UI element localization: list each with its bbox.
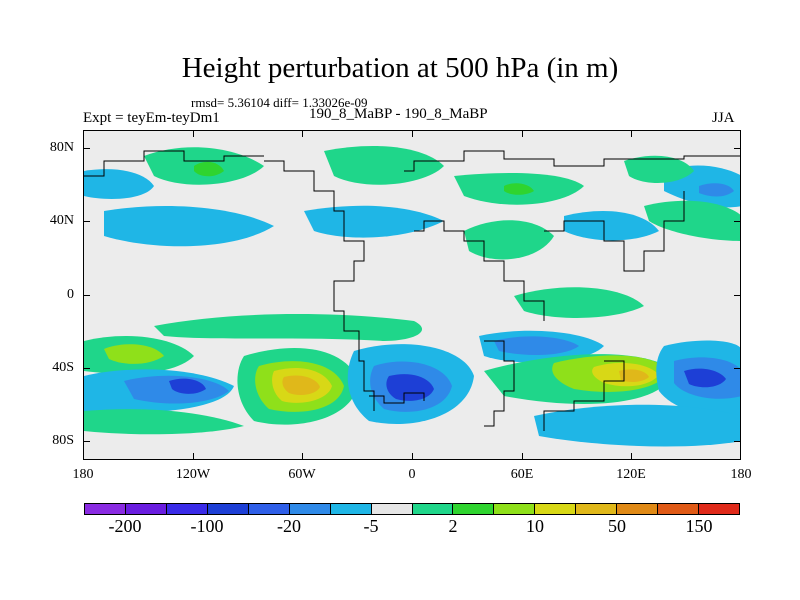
lon-tick xyxy=(522,453,523,460)
colorbar-swatch xyxy=(289,504,331,514)
experiment-label: Expt = teyEm-teyDm1 xyxy=(83,110,220,126)
contour-fill xyxy=(504,183,534,195)
contour-fill xyxy=(154,314,423,341)
contour-fill xyxy=(282,375,320,395)
lon-tick-label: 180 xyxy=(730,467,752,482)
plot-title: Height perturbation at 500 hPa (in m) xyxy=(181,52,619,84)
colorbar-swatch xyxy=(85,504,126,514)
colorbar-swatch xyxy=(330,504,372,514)
coastline xyxy=(544,191,685,272)
lon-tick xyxy=(302,130,303,137)
colorbar-swatch xyxy=(658,504,700,514)
lat-tick-label: 80N xyxy=(49,140,74,155)
contour-fill xyxy=(564,211,659,241)
contour-fill xyxy=(169,378,206,394)
contour-fill xyxy=(464,220,554,260)
contour-fill xyxy=(104,344,164,364)
contour-fill xyxy=(624,155,694,183)
contour-fill xyxy=(104,206,274,247)
colorbar-swatch xyxy=(125,504,167,514)
coastline xyxy=(264,160,375,411)
colorbar-label: -200 xyxy=(108,516,142,536)
lon-tick-label: 120E xyxy=(616,467,646,482)
colorbar-swatch xyxy=(207,504,249,514)
lat-tick xyxy=(83,148,90,149)
map-panel xyxy=(83,130,741,460)
colorbar-swatch xyxy=(453,504,495,514)
season-label: JJA xyxy=(712,110,735,126)
lon-tick-label: 60E xyxy=(510,467,534,482)
lat-tick-label: 40N xyxy=(49,213,74,228)
contour-fill xyxy=(84,169,154,199)
contour-fill xyxy=(534,404,740,447)
contour-fill xyxy=(324,146,444,185)
coastline xyxy=(543,360,625,431)
contour-fill xyxy=(684,368,726,388)
colorbar-swatch xyxy=(535,504,577,514)
lat-tick xyxy=(83,368,90,369)
lon-tick xyxy=(522,130,523,137)
colorbar-label: 2 xyxy=(448,516,458,536)
lat-tick xyxy=(83,295,90,296)
contour-fill xyxy=(84,409,244,435)
lat-tick xyxy=(734,368,741,369)
colorbar-label: -100 xyxy=(190,516,224,536)
colorbar-swatch xyxy=(166,504,208,514)
lon-tick-label: 180 xyxy=(72,467,94,482)
lat-tick-label: 0 xyxy=(67,287,74,302)
contour-fill xyxy=(699,183,734,197)
lat-tick xyxy=(83,441,90,442)
colorbar-swatch xyxy=(576,504,618,514)
lat-tick xyxy=(734,295,741,296)
colorbar-swatch xyxy=(371,504,413,514)
lon-tick xyxy=(302,453,303,460)
coastline xyxy=(84,150,264,177)
lon-tick xyxy=(631,453,632,460)
lat-tick-label: 80S xyxy=(52,433,74,448)
contour-fill xyxy=(514,287,644,318)
lat-tick xyxy=(734,221,741,222)
lon-tick xyxy=(412,453,413,460)
coastline xyxy=(414,220,545,321)
contour-fill xyxy=(194,161,224,177)
colorbar-label: -20 xyxy=(277,516,301,536)
colorbar-swatch xyxy=(248,504,290,514)
lon-tick-label: 0 xyxy=(408,467,416,482)
lon-tick-label: 120W xyxy=(175,467,211,482)
lon-tick xyxy=(193,130,194,137)
contour-fill xyxy=(386,374,434,401)
colorbar-label: -5 xyxy=(363,516,379,536)
lat-tick xyxy=(734,441,741,442)
lat-tick-label: 40S xyxy=(52,360,74,375)
coastline xyxy=(404,150,740,172)
colorbar-swatch xyxy=(699,504,739,514)
subtitle: 190_8_MaBP - 190_8_MaBP xyxy=(309,106,488,122)
contour-fill xyxy=(304,205,444,238)
colorbar-label: 50 xyxy=(608,516,626,536)
stats-text: rmsd= 5.36104 diff= 1.33026e-09 xyxy=(191,95,368,110)
colorbar-label: 10 xyxy=(526,516,544,536)
contour-fill xyxy=(644,200,740,241)
contour-map xyxy=(84,146,740,447)
lon-tick xyxy=(412,130,413,137)
colorbar-swatch xyxy=(494,504,536,514)
coastline xyxy=(484,340,515,427)
colorbar-label: 150 xyxy=(685,516,713,536)
colorbar-swatch xyxy=(617,504,659,514)
lon-tick xyxy=(193,453,194,460)
colorbar-swatch xyxy=(412,504,454,514)
lat-tick xyxy=(734,148,741,149)
coastline xyxy=(369,392,425,404)
colorbar xyxy=(84,503,740,515)
lat-tick xyxy=(83,221,90,222)
lon-tick-label: 60W xyxy=(288,467,316,482)
contour-fill xyxy=(619,369,649,382)
contour-fill xyxy=(494,336,579,356)
lon-tick xyxy=(631,130,632,137)
